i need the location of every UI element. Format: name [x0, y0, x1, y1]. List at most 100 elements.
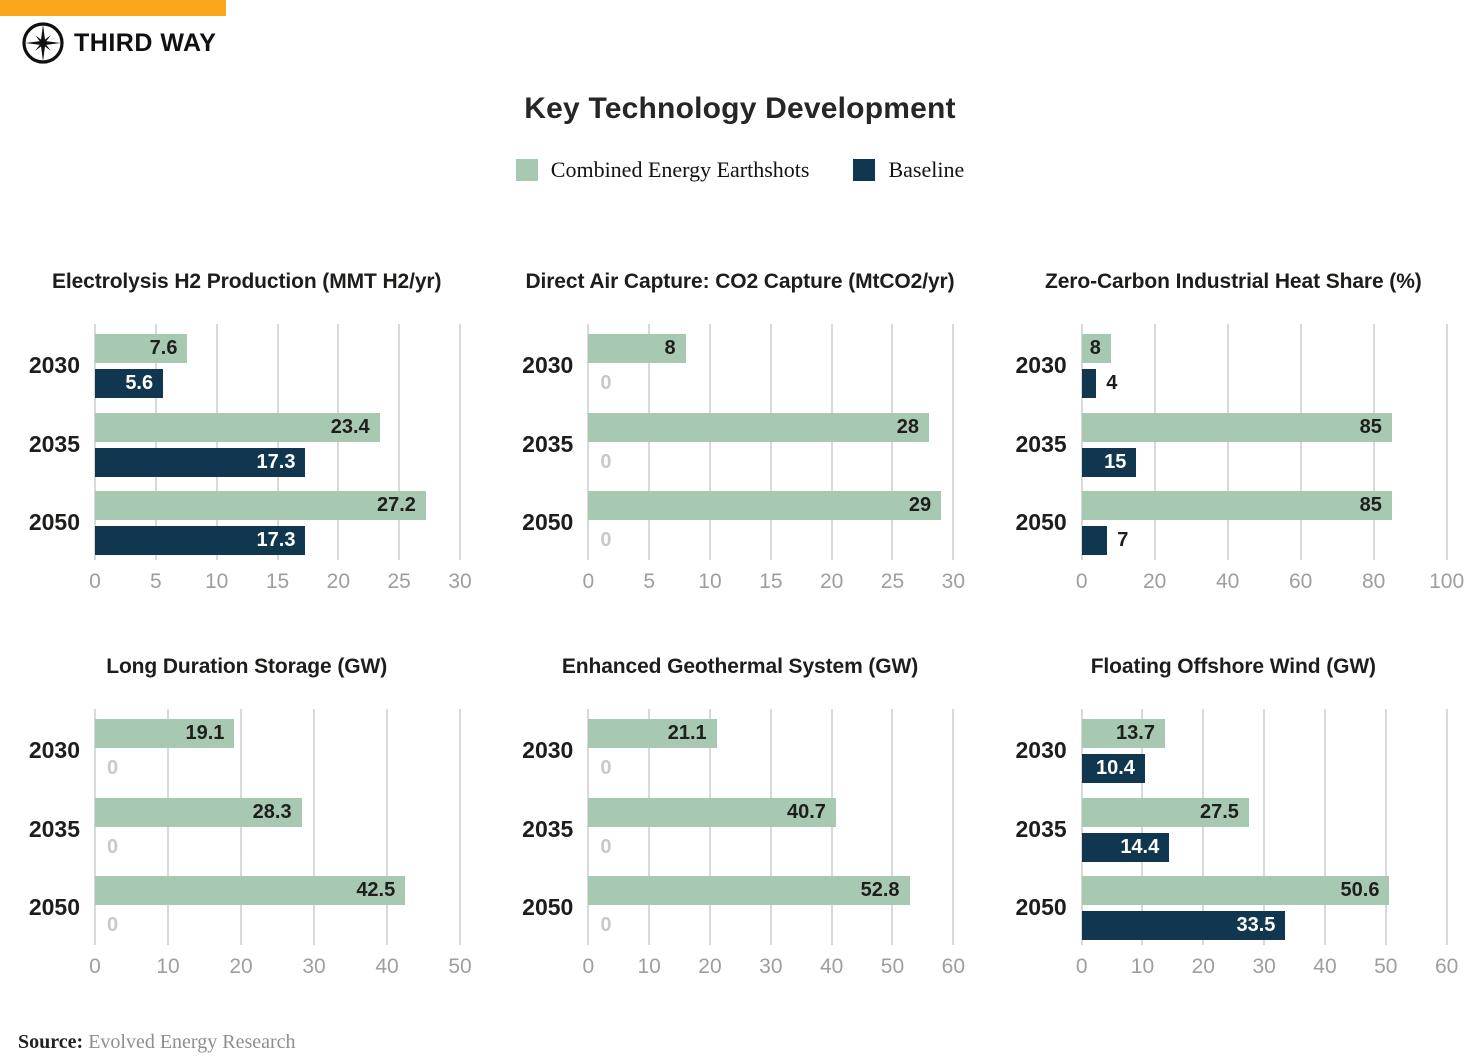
legend-item-baseline: Baseline	[853, 157, 964, 183]
value-label: 29	[908, 494, 932, 516]
legend-label-baseline: Baseline	[888, 157, 965, 182]
bar-earthshots: 42.5	[95, 876, 406, 905]
zero-value-label: 0	[107, 914, 119, 936]
value-label: 8	[664, 337, 676, 359]
x-tick-label: 0	[89, 570, 101, 593]
bar-earthshots: 21.1	[588, 719, 717, 748]
gridline	[1445, 709, 1448, 945]
x-tick-label: 0	[582, 955, 595, 978]
chart-title: Direct Air Capture: CO2 Capture (MtCO2/y…	[525, 270, 955, 293]
chart-year-axis: 2030 2035 2050	[493, 709, 578, 945]
value-label: 21.1	[667, 722, 707, 744]
chart-plot-area: 8 0 28 0 29 0	[587, 324, 955, 560]
x-tick-label: 0	[89, 955, 101, 978]
value-label: 33.5	[1236, 914, 1276, 936]
x-tick-label: 10	[156, 955, 180, 978]
gridline	[94, 324, 96, 560]
source-line: Source: Evolved Energy Research	[18, 1031, 296, 1054]
gridline	[648, 324, 651, 560]
year-label: 2030	[1015, 352, 1067, 378]
x-tick-label: 5	[643, 570, 655, 593]
x-tick-label: 60	[1434, 955, 1459, 978]
year-label: 2050	[522, 509, 574, 535]
bar-earthshots: 28.3	[95, 798, 302, 827]
x-tick-label: 40	[1215, 570, 1240, 593]
x-tick-label: 20	[1191, 955, 1215, 978]
year-label: 2050	[522, 894, 574, 920]
chart-plot-area: 21.1 0 40.7 0 52.8 0	[587, 709, 955, 945]
x-tick-label: 30	[302, 955, 326, 978]
gridline	[1323, 709, 1326, 945]
gridline	[337, 324, 340, 560]
x-tick-label: 20	[229, 955, 253, 978]
chart-x-axis: 0 10 20 30 40 50 60	[987, 953, 1480, 983]
gridline	[1445, 324, 1448, 560]
x-tick-label: 15	[265, 570, 290, 593]
x-tick-label: 10	[637, 955, 661, 978]
chart-year-axis: 2030 2035 2050	[0, 324, 85, 560]
bar-earthshots: 28	[588, 413, 929, 442]
x-tick-label: 100	[1429, 570, 1465, 593]
legend-swatch-earthshots	[515, 159, 538, 181]
chart-year-axis: 2030 2035 2050	[0, 709, 85, 945]
bar-baseline: 33.5	[1081, 911, 1286, 940]
gridline	[1299, 324, 1302, 560]
x-tick-label: 40	[375, 955, 399, 978]
zero-value-label: 0	[107, 836, 119, 858]
bar-earthshots: 8	[1081, 334, 1111, 363]
year-label: 2030	[522, 737, 574, 763]
value-label: 13.7	[1116, 722, 1155, 744]
x-tick-label: 40	[1313, 955, 1337, 978]
zero-value-label: 0	[600, 529, 612, 551]
x-tick-label: 30	[1252, 955, 1276, 978]
value-label: 15	[1104, 451, 1127, 473]
brand-name: THIRD WAY	[74, 28, 217, 57]
value-label: 4	[1106, 372, 1118, 394]
page-title: Key Technology Development	[524, 92, 956, 125]
x-tick-label: 50	[448, 955, 472, 978]
chart-year-axis: 2030 2035 2050	[493, 324, 578, 560]
chart-electrolysis-h2-production: Electrolysis H2 Production (MMT H2/yr) 2…	[0, 252, 493, 637]
zero-value-label: 0	[600, 372, 612, 394]
legend-item-earthshots: Combined Energy Earthshots	[515, 157, 809, 183]
value-label: 85	[1359, 494, 1382, 516]
chart-plot-area: 8 4 85 15 85 7	[1080, 324, 1448, 560]
x-tick-label: 25	[880, 570, 905, 593]
gridline	[398, 324, 401, 560]
x-tick-label: 30	[941, 570, 965, 593]
x-tick-label: 15	[759, 570, 783, 593]
bar-baseline: 15	[1081, 448, 1137, 477]
gridline	[648, 709, 651, 945]
gridline	[459, 324, 461, 560]
zero-value-label: 0	[600, 451, 612, 473]
x-tick-label: 50	[1374, 955, 1398, 978]
bar-earthshots: 29	[588, 491, 942, 520]
chart-x-axis: 0 5 10 15 20 25 30	[493, 568, 986, 598]
x-tick-label: 20	[698, 955, 722, 978]
x-tick-label: 60	[941, 955, 965, 978]
bar-earthshots: 13.7	[1081, 719, 1165, 748]
chart-title: Electrolysis H2 Production (MMT H2/yr)	[51, 270, 442, 293]
gridline	[94, 709, 96, 945]
year-label: 2035	[522, 431, 574, 457]
year-label: 2030	[1015, 737, 1067, 763]
zero-value-label: 0	[107, 757, 119, 779]
chart-direct-air-capture: Direct Air Capture: CO2 Capture (MtCO2/y…	[493, 252, 986, 637]
gridline	[708, 709, 711, 945]
year-label: 2030	[522, 352, 574, 378]
value-label: 5.6	[125, 372, 154, 394]
bar-baseline	[1081, 369, 1097, 398]
bar-baseline	[1081, 526, 1108, 555]
bar-baseline: 5.6	[95, 369, 164, 398]
value-label: 23.4	[330, 416, 370, 438]
gridline	[769, 709, 772, 945]
x-tick-label: 30	[759, 955, 783, 978]
gridline	[1263, 709, 1266, 945]
gridline	[240, 709, 242, 945]
value-label: 85	[1359, 416, 1382, 438]
gridline	[276, 324, 279, 560]
x-tick-label: 20	[819, 570, 844, 593]
gridline	[1080, 324, 1083, 560]
gridline	[1202, 709, 1205, 945]
source-label: Source:	[18, 1031, 84, 1053]
